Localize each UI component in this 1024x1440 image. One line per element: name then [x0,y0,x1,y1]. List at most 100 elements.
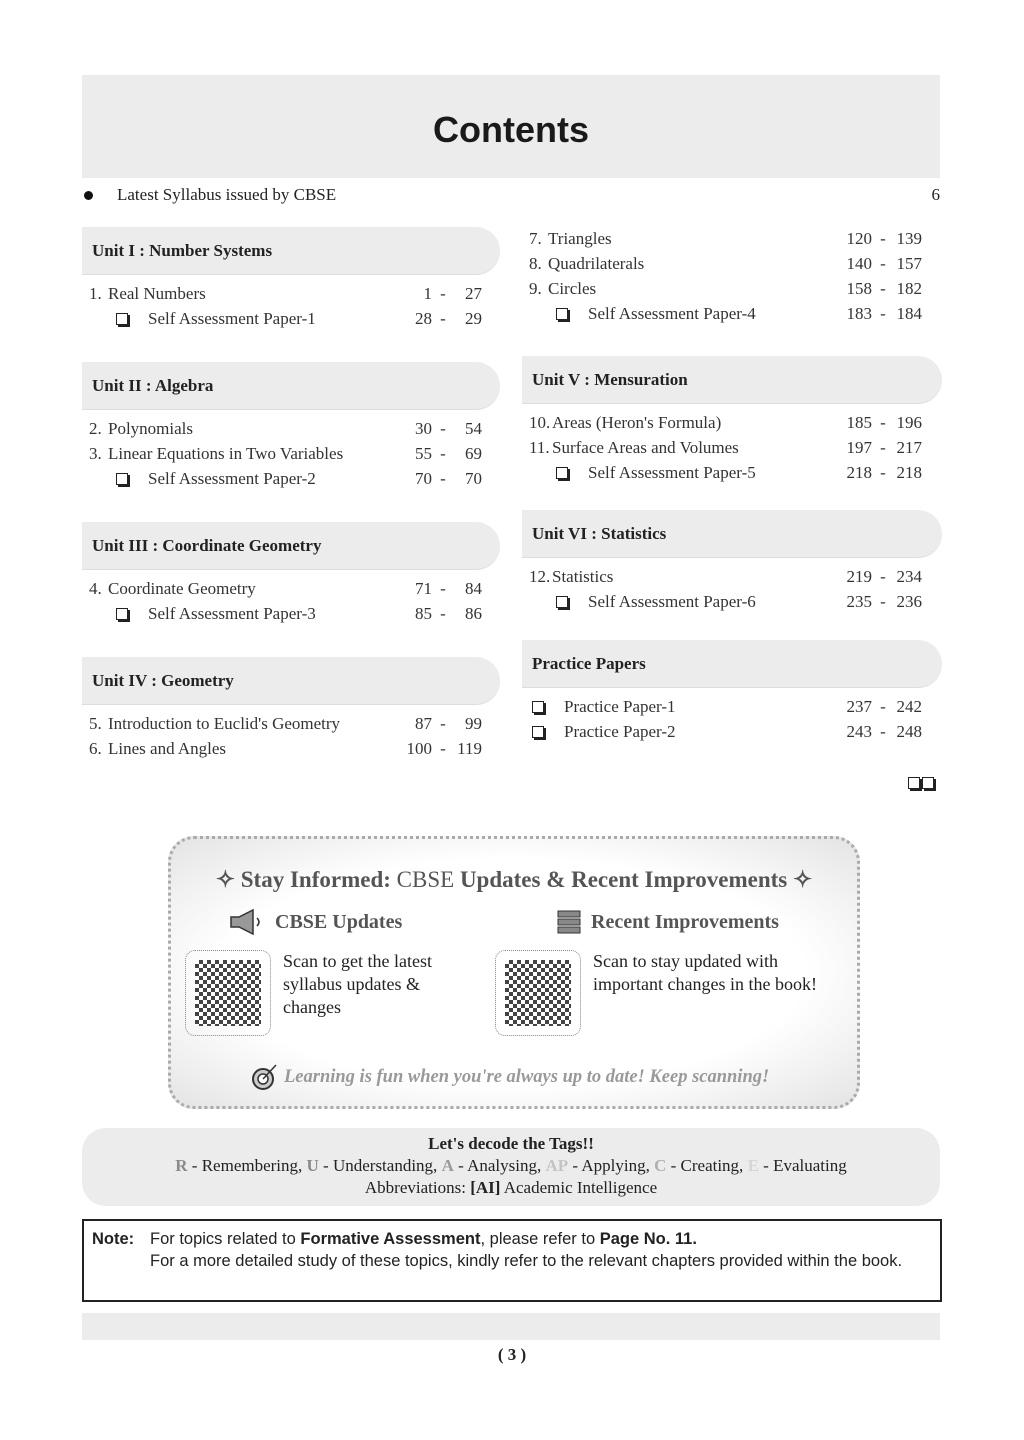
toc-entry[interactable]: 2. Polynomials 30-54 [82,416,482,441]
page-to: 218 [896,462,923,482]
toc-entry[interactable]: 5. Introduction to Euclid's Geometry 87-99 [82,711,482,736]
toc-entry[interactable]: 6. Lines and Angles 100-119 [82,736,482,761]
page-to: 69 [465,443,482,463]
toc-entry[interactable]: Self Assessment Paper-1 28-29 [82,306,482,331]
range-dash: - [880,721,886,741]
entry-label-wrap: Practice Paper-2 [522,722,830,742]
entry-number: 2. [89,418,102,438]
range-dash: - [440,443,446,463]
page-range: 1-27 [398,283,483,304]
range-dash: - [880,228,886,248]
entry-label: Circles [548,278,597,298]
toc-entry[interactable]: 7. Triangles 120-139 [522,226,922,251]
page-to: 196 [896,412,923,432]
page-from: 100 [406,738,433,758]
range-dash: - [880,253,886,273]
entry-label-wrap: Self Assessment Paper-6 [522,592,830,612]
page-to: 99 [465,713,482,733]
tag-label: - Understanding, [318,1156,442,1175]
tag-label: - Remembering, [187,1156,307,1175]
page-from: 243 [846,721,873,741]
toc-entry[interactable]: Self Assessment Paper-2 70-70 [82,466,482,491]
entry-number: 8. [529,253,542,273]
entry-label-inner: Self Assessment Paper-1 [82,309,316,329]
toc-entry[interactable]: 3. Linear Equations in Two Variables 55-69 [82,441,482,466]
abbr-code: [AI] [470,1178,501,1197]
range-dash: - [440,578,446,598]
toc-entry[interactable]: 8. Quadrilaterals 140-157 [522,251,922,276]
page-from: 158 [846,278,873,298]
entry-label: Self Assessment Paper-6 [588,591,756,611]
unit-header: Unit IV : Geometry [82,657,500,705]
page-range: 197-217 [838,438,923,458]
page-from: 140 [846,253,873,273]
tags-list: R - Remembering, U - Understanding, A - … [82,1155,940,1177]
range-dash: - [880,412,886,432]
toc-entry[interactable]: Self Assessment Paper-3 85-86 [82,601,482,626]
toc-entry[interactable]: 4. Coordinate Geometry 71-84 [82,576,482,601]
cbse-updates-qr-code[interactable] [185,950,271,1036]
entry-label-wrap: 8. Quadrilaterals [522,254,830,274]
entry-label: Practice Paper-1 [564,696,676,716]
range-dash: - [440,713,446,733]
entry-number: 7. [529,228,542,248]
recent-improvements-qr-code[interactable] [495,950,581,1036]
toc-entry[interactable]: 12. Statistics 219-234 [522,564,922,589]
footer-band [82,1313,940,1340]
entry-label: Lines and Angles [108,738,227,758]
toc-entry[interactable]: 9. Circles 158-182 [522,276,922,301]
range-dash: - [440,283,446,303]
page-to: 157 [896,253,923,273]
toc-entry[interactable]: Practice Paper-1 237-242 [522,694,922,719]
page-to: 119 [457,738,482,758]
tag-code: C [654,1156,667,1175]
toc-entry[interactable]: 10. Areas (Heron's Formula) 185-196 [522,410,922,435]
entry-label: Real Numbers [108,283,206,303]
tagline: Learning is fun when you're always up to… [250,1063,769,1091]
toc-entry[interactable]: 1. Real Numbers 1-27 [82,281,482,306]
page-from: 70 [415,468,432,488]
page-range: 100-119 [398,738,483,759]
page-range: 158-182 [838,278,923,299]
entry-label-wrap: 6. Lines and Angles [82,739,390,759]
page-to: 84 [465,578,482,598]
abbreviations: Abbreviations: [AI] Academic Intelligenc… [82,1177,940,1199]
cbse-updates-label: CBSE Updates [275,910,403,933]
toc-entry[interactable]: Self Assessment Paper-5 218-218 [522,460,922,485]
note-line-1: For topics related to Formative Assessme… [150,1228,902,1250]
entry-label-inner: Self Assessment Paper-3 [82,604,316,624]
promo-title: ✧ Stay Informed: CBSE Updates & Recent I… [171,867,857,893]
entry-label-wrap: 10. Areas (Heron's Formula) [522,413,830,433]
page-to: 236 [896,591,923,611]
entry-label-wrap: Self Assessment Paper-1 [82,309,390,329]
bullet-icon [84,190,93,200]
toc-entry[interactable]: Practice Paper-2 243-248 [522,719,922,744]
entry-label: Self Assessment Paper-2 [148,468,316,488]
range-dash: - [440,603,446,623]
range-dash: - [880,303,886,323]
unit-header: Unit VI : Statistics [522,510,942,558]
entry-label: Surface Areas and Volumes [552,437,739,457]
page-range: 235-236 [838,591,923,612]
page-range: 70-70 [398,469,482,489]
recent-improvements-heading: Recent Improvements [557,909,779,935]
tags-legend: Let's decode the Tags!! R - Remembering,… [82,1128,940,1206]
page-from: 120 [846,228,873,248]
toc-entry[interactable]: 11. Surface Areas and Volumes 197-217 [522,435,922,460]
page-from: 55 [415,443,432,463]
toc-entry[interactable]: Self Assessment Paper-6 235-236 [522,589,922,614]
page-from: 85 [415,603,432,623]
page-from: 185 [846,412,873,432]
entry-number: 9. [529,278,542,298]
range-dash: - [440,418,446,438]
unit-header: Unit II : Algebra [82,362,500,410]
syllabus-row: Latest Syllabus issued by CBSE 6 [82,185,940,205]
entry-label-inner: Practice Paper-2 [522,722,676,742]
note-text: , please refer to [480,1230,600,1248]
entry-number: 11. [529,437,550,457]
unit-header: Practice Papers [522,640,942,688]
checkbox-square-icon [116,312,128,325]
toc-entry[interactable]: Self Assessment Paper-4 183-184 [522,301,922,326]
range-dash: - [440,308,446,328]
page-range: 30-54 [398,419,482,439]
